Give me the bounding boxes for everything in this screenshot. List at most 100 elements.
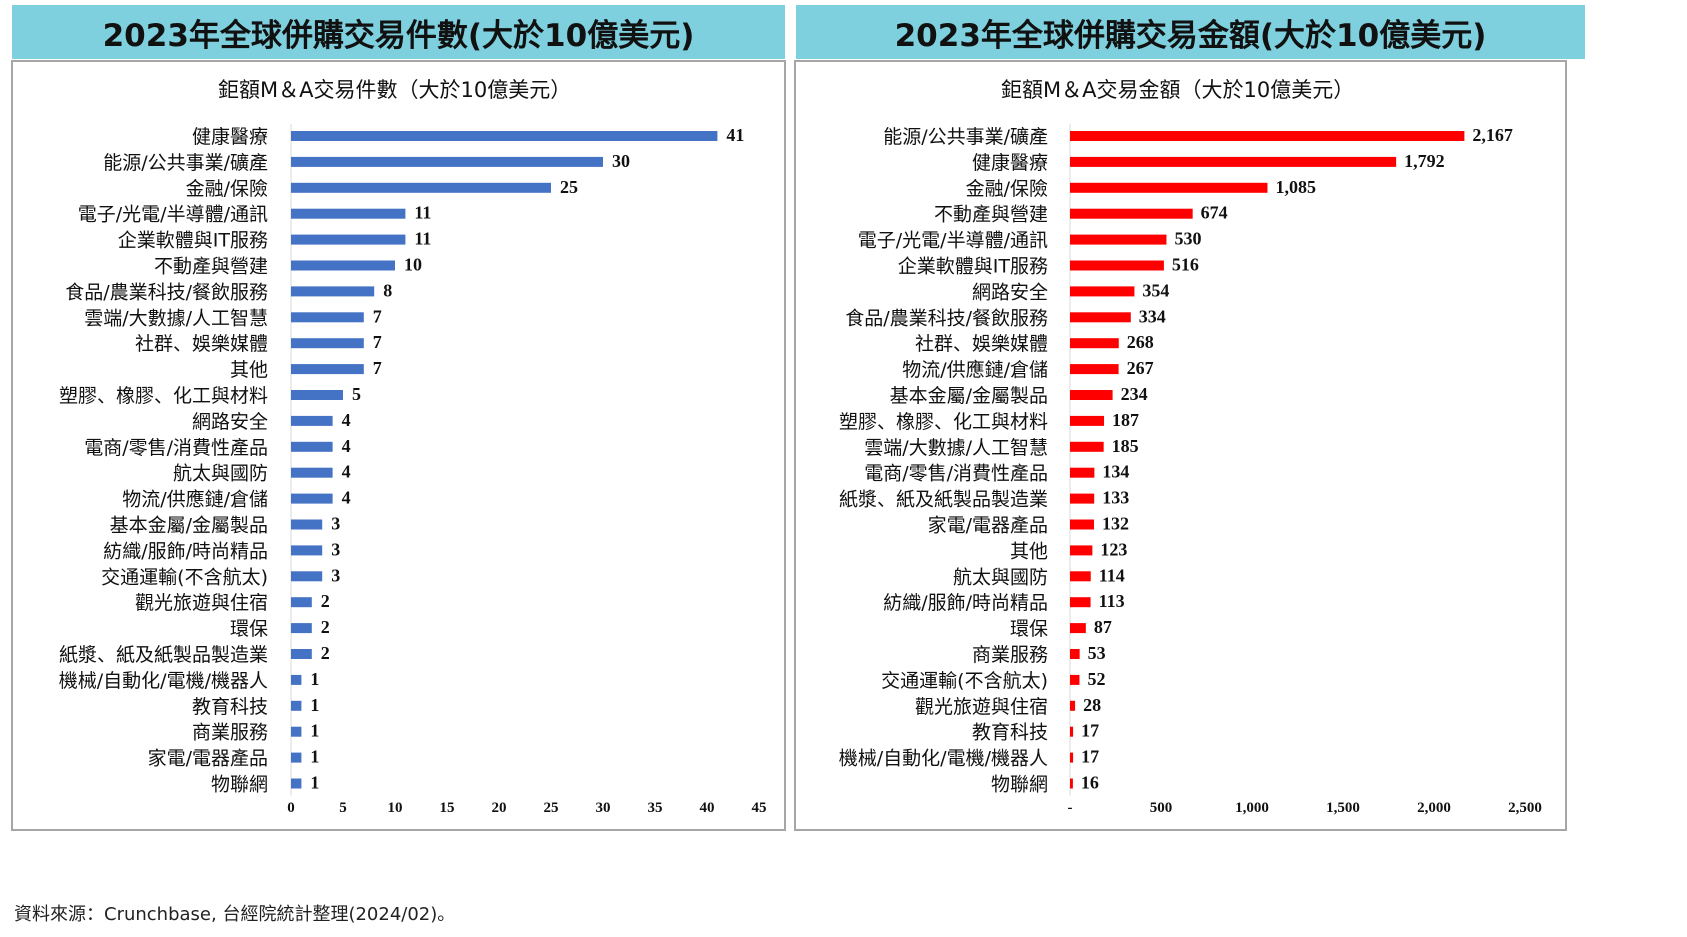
category-label: 商業服務	[972, 644, 1048, 666]
panel-header: 2023年全球併購交易件數(大於10億美元)	[12, 5, 785, 59]
bar	[291, 234, 406, 245]
x-tick-label: 5	[339, 800, 347, 816]
data-label: 2	[321, 643, 330, 663]
bar	[291, 545, 323, 556]
data-label: 87	[1094, 617, 1112, 637]
x-tick-label: 10	[388, 800, 403, 816]
bar	[1070, 131, 1465, 141]
bar-chart-deal-value: 能源/公共事業/礦產 2,167 健康醫療 1,792 金融/保險 1,085 不動產與營建…	[839, 124, 1542, 816]
bar	[291, 338, 364, 349]
category-label: 食品/農業科技/餐飲服務	[65, 281, 268, 303]
bar	[1070, 286, 1135, 297]
data-label: 123	[1100, 539, 1127, 559]
data-label: 3	[331, 514, 340, 534]
bar	[1070, 182, 1268, 193]
data-label: 28	[1083, 695, 1101, 715]
bar	[291, 131, 718, 141]
bar	[291, 182, 551, 193]
x-tick-label: 500	[1150, 800, 1173, 816]
bar	[1070, 674, 1080, 685]
bar	[1070, 390, 1113, 400]
data-label: 53	[1088, 643, 1106, 663]
bar	[291, 519, 323, 530]
x-tick-label: 25	[544, 800, 559, 816]
x-tick-label: 15	[440, 800, 455, 816]
x-tick-label: 1,000	[1235, 800, 1269, 816]
data-label: 41	[726, 125, 744, 145]
category-label: 教育科技	[972, 722, 1048, 744]
data-label: 1	[310, 747, 319, 767]
category-label: 食品/農業科技/餐飲服務	[845, 307, 1048, 329]
x-tick-label: 45	[752, 800, 767, 816]
chart-title: 鉅額M＆A交易金額（大於10億美元）	[1001, 78, 1355, 102]
category-label: 環保	[1010, 618, 1048, 640]
data-label: 1,792	[1404, 151, 1445, 171]
data-label: 4	[342, 410, 351, 430]
category-label: 教育科技	[192, 696, 268, 718]
x-tick-label: -	[1068, 800, 1073, 816]
category-label: 觀光旅遊與住宿	[135, 592, 268, 614]
x-tick-label: 35	[648, 800, 663, 816]
data-label: 4	[342, 436, 351, 456]
data-label: 7	[373, 306, 382, 326]
bar	[1070, 649, 1080, 659]
category-label: 不動產與營建	[934, 204, 1048, 226]
bar	[291, 623, 312, 634]
category-label: 其他	[230, 359, 268, 381]
x-tick-label: 20	[492, 800, 507, 816]
bar	[291, 260, 395, 271]
category-label: 社群、娛樂媒體	[915, 333, 1048, 355]
bar	[1070, 545, 1093, 556]
data-label: 268	[1127, 332, 1154, 352]
data-label: 2	[321, 591, 330, 611]
data-label: 16	[1081, 773, 1099, 793]
data-label: 1	[310, 721, 319, 741]
category-label: 交通運輸(不含航太)	[101, 566, 268, 588]
category-label: 紙漿、紙及紙製品製造業	[839, 489, 1048, 511]
bar	[1070, 312, 1131, 323]
bar	[1070, 441, 1104, 452]
data-label: 674	[1201, 203, 1228, 223]
bar	[291, 208, 406, 219]
bar	[291, 286, 375, 297]
category-label: 環保	[230, 618, 268, 640]
bar	[1070, 156, 1397, 167]
category-label: 家電/電器產品	[148, 748, 268, 770]
bar	[1070, 726, 1074, 737]
bar	[1070, 467, 1095, 478]
x-tick-label: 40	[700, 800, 715, 816]
bar	[1070, 260, 1164, 271]
category-label: 不動產與營建	[154, 256, 268, 278]
category-label: 紙漿、紙及紙製品製造業	[59, 644, 268, 666]
bar	[291, 312, 364, 323]
data-label: 113	[1099, 591, 1125, 611]
category-label: 觀光旅遊與住宿	[915, 696, 1048, 718]
x-tick-label: 2,000	[1417, 800, 1451, 816]
panel-header: 2023年全球併購交易金額(大於10億美元)	[796, 5, 1585, 59]
chart-frame: 鉅額M＆A交易金額（大於10億美元） 能源/公共事業/礦產 2,167 健康醫療 1,…	[794, 60, 1567, 831]
bar	[1070, 364, 1119, 375]
bar	[291, 674, 302, 685]
x-tick-label: 0	[287, 800, 295, 816]
data-label: 1,085	[1275, 177, 1316, 197]
category-label: 能源/公共事業/礦產	[883, 126, 1048, 148]
category-label: 網路安全	[192, 411, 268, 433]
bar	[1070, 752, 1074, 763]
data-label: 3	[331, 565, 340, 585]
category-label: 電子/光電/半導體/通訊	[78, 204, 268, 226]
bar	[291, 571, 323, 582]
category-label: 交通運輸(不含航太)	[881, 670, 1048, 692]
x-tick-label: 30	[596, 800, 611, 816]
category-label: 機械/自動化/電機/機器人	[839, 748, 1048, 770]
bar	[291, 390, 343, 400]
data-label: 185	[1112, 436, 1139, 456]
data-label: 17	[1081, 747, 1099, 767]
data-label: 4	[342, 462, 351, 482]
category-label: 塑膠、橡膠、化工與材料	[59, 385, 268, 407]
data-label: 187	[1112, 410, 1139, 430]
data-label: 1	[310, 773, 319, 793]
category-label: 電子/光電/半導體/通訊	[858, 230, 1048, 252]
category-label: 社群、娛樂媒體	[135, 333, 268, 355]
bar	[291, 726, 302, 737]
bar	[291, 649, 312, 659]
